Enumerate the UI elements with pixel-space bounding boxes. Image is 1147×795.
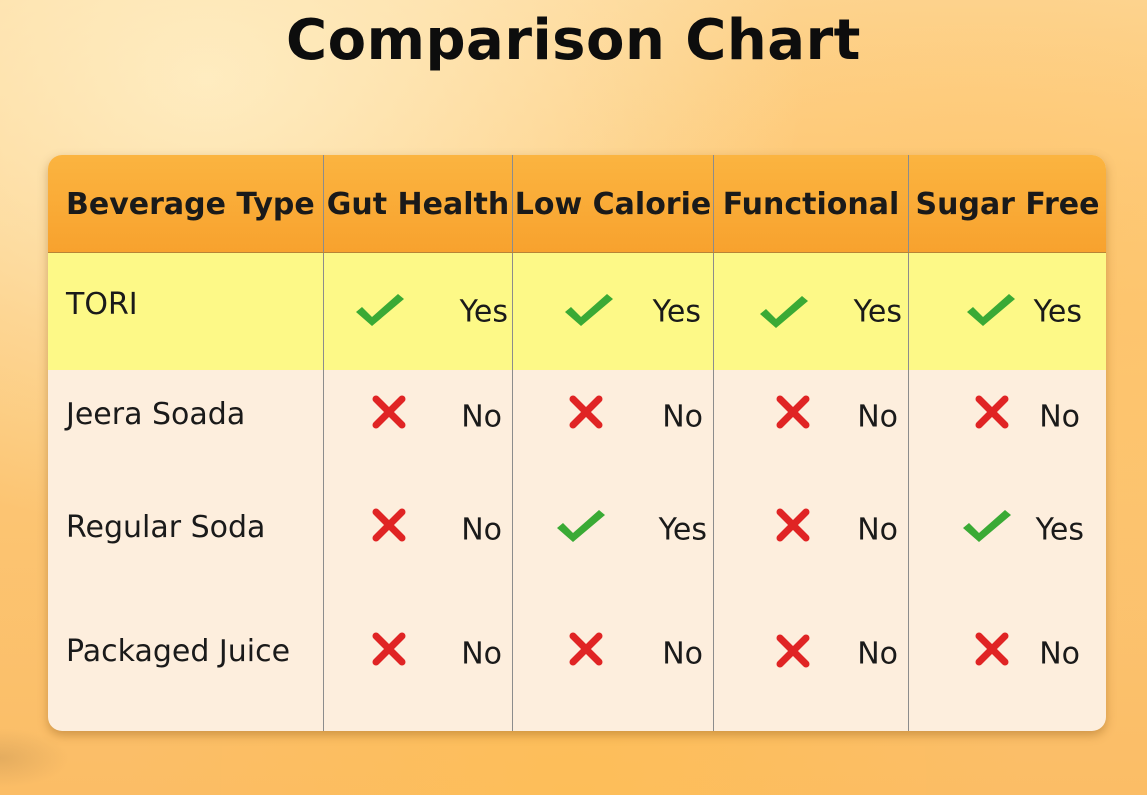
page-title: Comparison Chart (286, 8, 861, 73)
column-header: Sugar Free (915, 187, 1100, 222)
decorative-shadow (0, 728, 70, 788)
beverage-cell: Packaged Juice (48, 596, 324, 731)
cross-icon (362, 630, 418, 670)
column-header: Low Calorie (513, 155, 714, 252)
beverage-name: Regular Soda (66, 510, 266, 545)
column-header: Beverage Type (48, 155, 324, 252)
answer-label: Yes (658, 512, 707, 547)
table-header-row: Beverage Type Gut Health Low Calorie Fun… (48, 155, 1106, 253)
beverage-cell: Regular Soda (48, 483, 324, 596)
value-cell: No (909, 370, 1106, 483)
beverage-cell: Jeera Soada (48, 370, 324, 483)
value-cell: No (909, 596, 1106, 731)
beverage-name: TORI (66, 287, 138, 322)
value-cell: No (714, 596, 909, 731)
check-icon (561, 290, 617, 330)
value-cell: No (513, 596, 714, 731)
check-icon (756, 292, 812, 332)
value-cell: No (714, 370, 909, 483)
check-icon (959, 506, 1015, 546)
table-row: Jeera Soada No No No No (48, 370, 1106, 483)
answer-label: No (857, 636, 898, 671)
cross-icon (559, 393, 615, 433)
answer-label: No (857, 399, 898, 434)
value-cell: Yes (714, 253, 909, 370)
value-cell: No (324, 370, 513, 483)
answer-label: No (461, 512, 502, 547)
beverage-name: Jeera Soada (66, 397, 246, 432)
check-icon (352, 290, 408, 330)
value-cell: Yes (909, 483, 1106, 596)
value-cell: No (324, 483, 513, 596)
answer-label: No (1039, 399, 1080, 434)
beverage-cell: TORI (48, 253, 324, 370)
answer-label: No (662, 399, 703, 434)
value-cell: No (513, 370, 714, 483)
check-icon (553, 506, 609, 546)
cross-icon (362, 393, 418, 433)
table-row-highlighted: TORI Yes Yes Yes Yes (48, 253, 1106, 370)
answer-label: Yes (652, 294, 701, 329)
check-icon (963, 290, 1019, 330)
value-cell: Yes (513, 253, 714, 370)
answer-label: No (857, 512, 898, 547)
value-cell: Yes (909, 253, 1106, 370)
cross-icon (766, 632, 822, 672)
beverage-name: Packaged Juice (66, 634, 291, 669)
answer-label: Yes (1033, 294, 1082, 329)
value-cell: Yes (513, 483, 714, 596)
cross-icon (559, 630, 615, 670)
cross-icon (766, 393, 822, 433)
cross-icon (965, 630, 1021, 670)
value-cell: No (714, 483, 909, 596)
cross-icon (362, 506, 418, 546)
answer-label: No (461, 399, 502, 434)
table-row: Packaged Juice No No No No (48, 596, 1106, 731)
answer-label: Yes (853, 294, 902, 329)
column-header: Gut Health (324, 155, 513, 252)
value-cell: No (324, 596, 513, 731)
value-cell: Yes (324, 253, 513, 370)
answer-label: Yes (1035, 512, 1084, 547)
answer-label: No (662, 636, 703, 671)
column-header: Functional (714, 155, 909, 252)
table-row: Regular Soda No Yes No Yes (48, 483, 1106, 596)
answer-label: Yes (459, 294, 508, 329)
cross-icon (965, 393, 1021, 433)
answer-label: No (461, 636, 502, 671)
comparison-table: Beverage Type Gut Health Low Calorie Fun… (48, 155, 1106, 731)
cross-icon (766, 506, 822, 546)
answer-label: No (1039, 636, 1080, 671)
